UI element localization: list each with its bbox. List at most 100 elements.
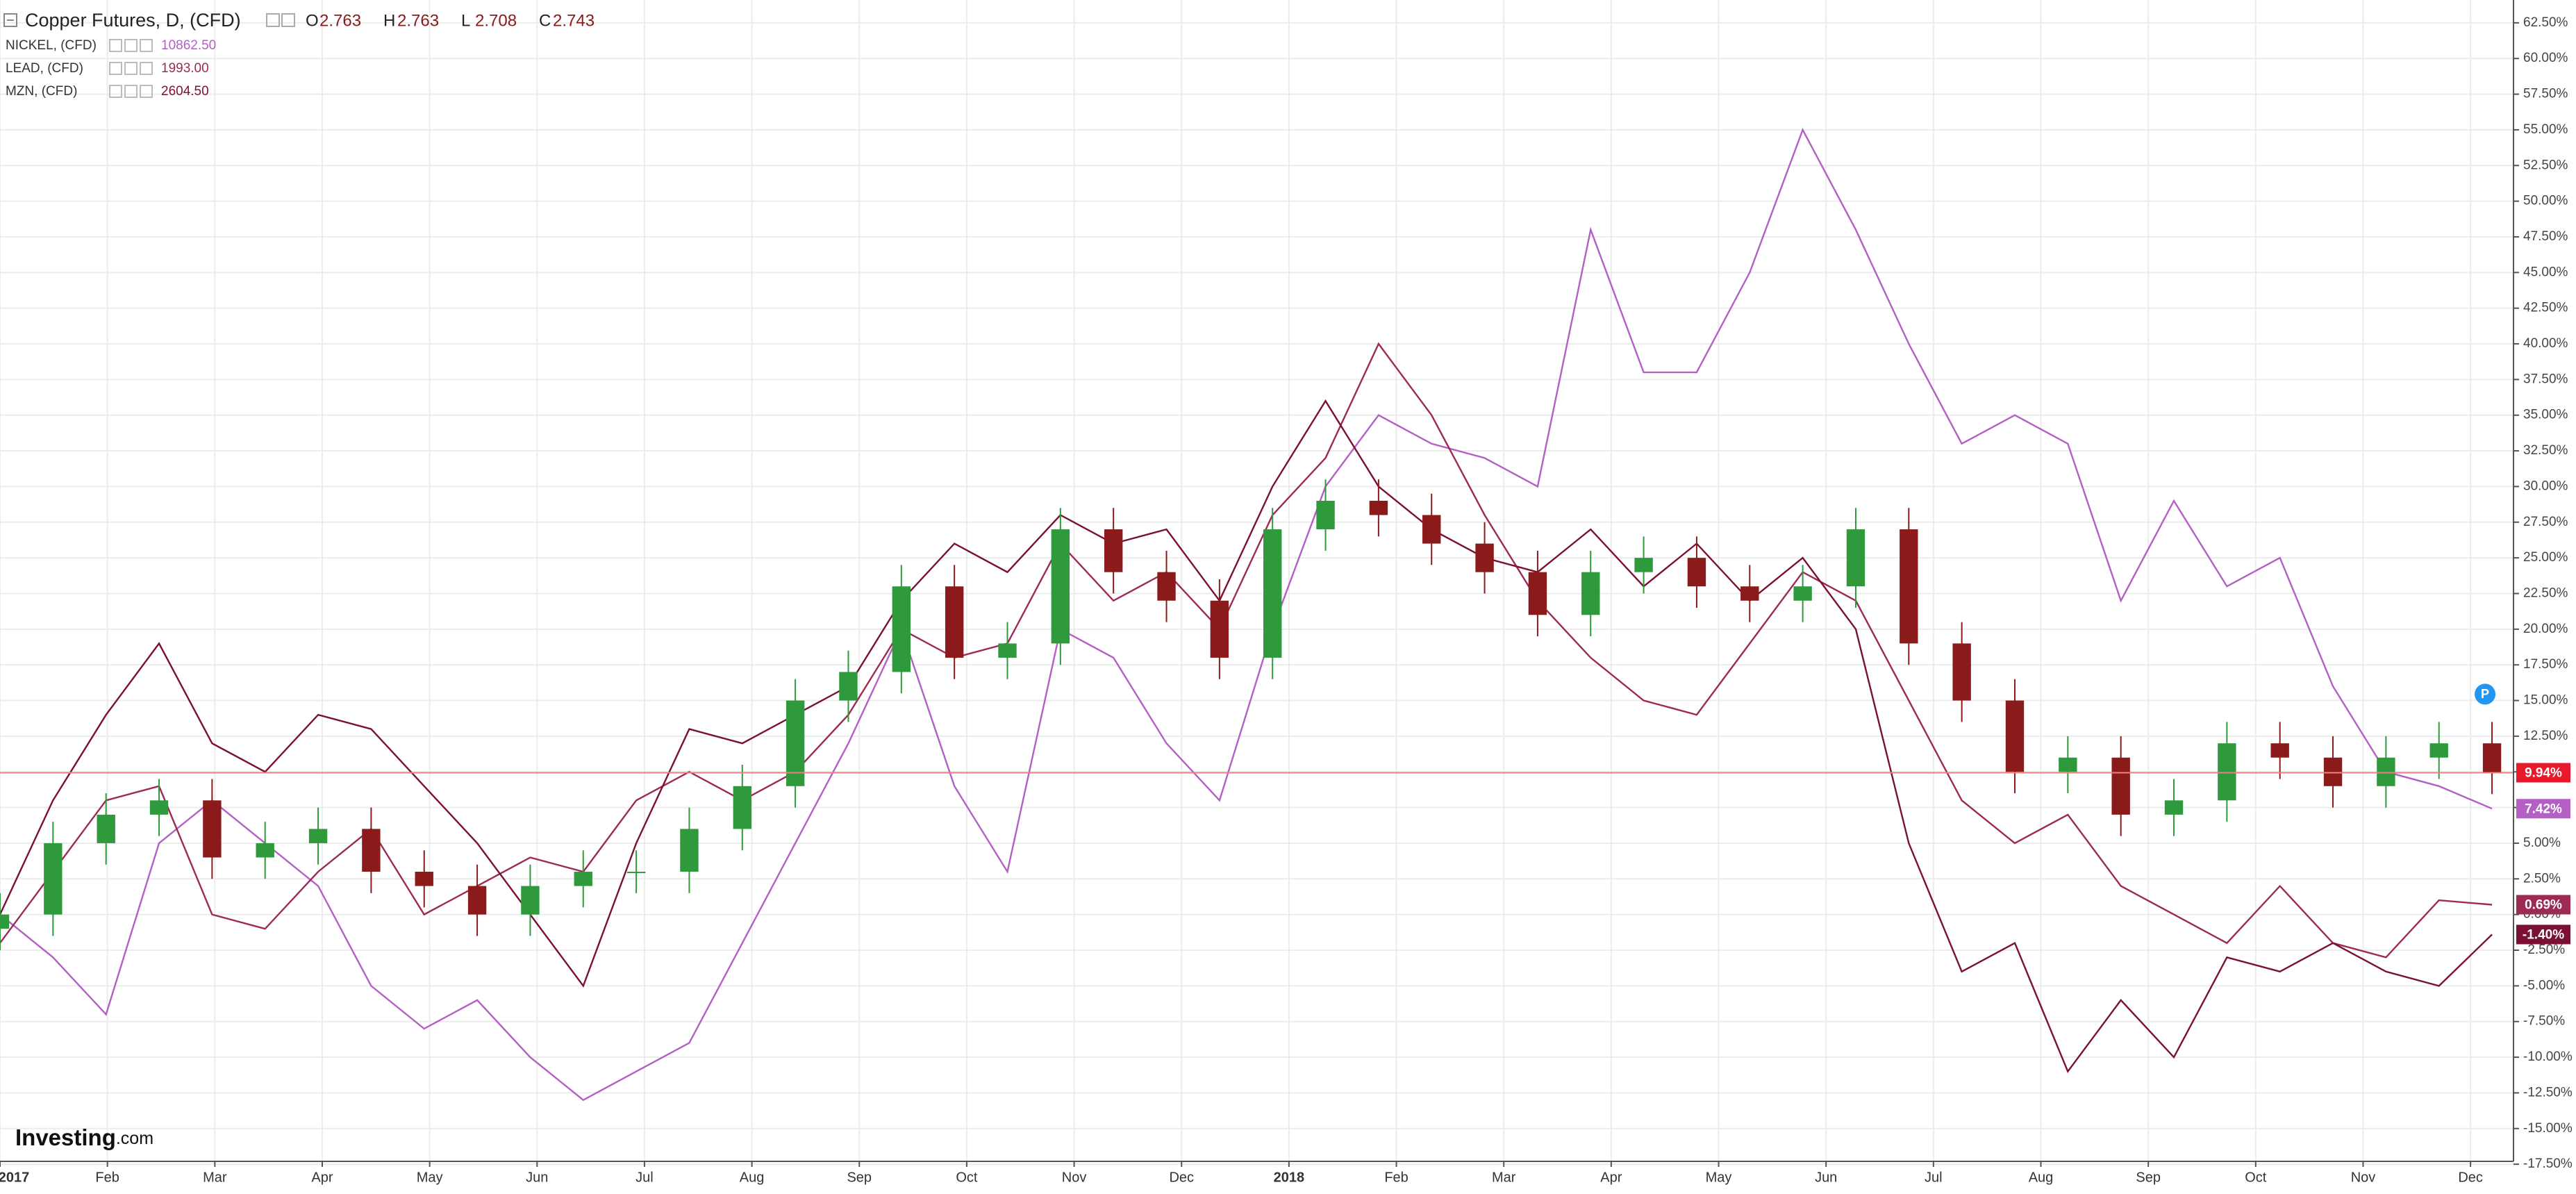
y-tick-label: -12.50%	[2523, 1085, 2573, 1100]
x-tick-label: Jun	[526, 1170, 548, 1185]
legend-icon[interactable]	[140, 85, 153, 98]
last-value-box	[2516, 895, 2570, 915]
event-marker-label: P	[2481, 687, 2489, 701]
candle-body	[97, 814, 115, 843]
ohlc-label: H	[383, 11, 395, 30]
y-tick-label: -17.50%	[2523, 1156, 2573, 1171]
candle-body	[1051, 529, 1070, 644]
last-value-box	[2516, 924, 2570, 945]
last-value-label: 7.42%	[2525, 802, 2562, 816]
legend-icon[interactable]	[124, 39, 138, 52]
x-tick-label: May	[1706, 1170, 1732, 1185]
event-marker[interactable]	[2475, 683, 2496, 705]
x-tick-label: May	[417, 1170, 443, 1185]
candle-body	[1157, 572, 1176, 601]
candle-body	[1687, 558, 1706, 587]
candle-body	[786, 700, 805, 786]
ohlc-value: 2.763	[319, 11, 361, 30]
y-tick-label: 20.00%	[2523, 622, 2568, 636]
candle-body	[1634, 558, 1653, 572]
ohlc-label: C	[539, 11, 551, 30]
legend-icon[interactable]	[124, 62, 138, 75]
x-tick-label: Feb	[95, 1170, 119, 1185]
candle-body	[1104, 529, 1123, 572]
x-tick-label: Nov	[1062, 1170, 1087, 1185]
watermark-suffix: .com	[116, 1129, 153, 1148]
legend-icon[interactable]	[124, 85, 138, 98]
last-value-label: 9.94%	[2525, 765, 2562, 780]
x-tick-label: Dec	[2458, 1170, 2483, 1185]
y-tick-label: 30.00%	[2523, 479, 2568, 493]
candle-body	[2059, 757, 2077, 772]
candle-body	[1740, 586, 1759, 601]
settings-icon[interactable]	[266, 13, 280, 27]
candle-body	[2218, 743, 2236, 801]
candle-body	[574, 872, 592, 886]
y-tick-label: 15.00%	[2523, 693, 2568, 708]
legend-icon[interactable]	[109, 85, 122, 98]
y-tick-label: 35.00%	[2523, 408, 2568, 422]
legend-icon[interactable]	[109, 62, 122, 75]
x-tick-label: Nov	[2351, 1170, 2376, 1185]
y-tick-label: 62.50%	[2523, 15, 2568, 30]
collapse-icon[interactable]	[3, 13, 17, 27]
y-tick-label: 60.00%	[2523, 51, 2568, 65]
ohlc-label: O	[306, 11, 319, 30]
watermark-main: Investing	[15, 1125, 116, 1150]
grid	[0, 0, 2513, 1166]
x-tick-label: Aug	[2029, 1170, 2054, 1185]
y-tick-label: 57.50%	[2523, 87, 2568, 101]
y-tick-label: -15.00%	[2523, 1121, 2573, 1136]
candle-body	[1210, 600, 1229, 658]
y-tick-label: 47.50%	[2523, 229, 2568, 244]
candle-body	[733, 786, 751, 829]
y-tick-label: 40.00%	[2523, 336, 2568, 351]
candle-body	[1581, 572, 1600, 615]
legend-price: 1993.00	[161, 61, 209, 76]
legend-icon[interactable]	[140, 39, 153, 52]
legend: Copper Futures, D, (CFD) O 2.763 H 2.763 L 2.…	[3, 10, 595, 99]
last-value-box	[2516, 763, 2570, 783]
candle-body	[1316, 500, 1335, 530]
axes: 62.50% 60.00% 57.50% 55.00% 52.50% 50.00% 47.5…	[0, 15, 2573, 1185]
x-tick-label: Jul	[635, 1170, 654, 1185]
candle-body	[467, 886, 487, 915]
y-tick-label: 45.00%	[2523, 265, 2568, 279]
x-tick-label: Mar	[1492, 1170, 1516, 1185]
plot: P	[0, 127, 2513, 1102]
ohlc-value: 2.708	[475, 11, 517, 30]
x-tick-label: Jul	[1925, 1170, 1943, 1185]
y-tick-label: 37.50%	[2523, 372, 2568, 386]
y-tick-label: 55.00%	[2523, 122, 2568, 137]
y-tick-label: -5.00%	[2523, 978, 2565, 993]
y-tick-label: -10.00%	[2523, 1050, 2573, 1064]
candle-body	[2482, 743, 2502, 773]
candle-body	[203, 800, 222, 858]
candle-body	[945, 586, 964, 658]
legend-icon[interactable]	[109, 39, 122, 52]
y-tick-label: -7.50%	[2523, 1014, 2565, 1029]
x-tick-label: Jun	[1815, 1170, 1837, 1185]
legend-icon[interactable]	[140, 62, 153, 75]
y-tick-label: 42.50%	[2523, 301, 2568, 315]
candle-body	[1900, 529, 1918, 644]
x-tick-label: Feb	[1384, 1170, 1408, 1185]
candle-body	[149, 800, 169, 815]
y-tick-label: -2.50%	[2523, 943, 2565, 957]
visibility-icon[interactable]	[281, 13, 295, 27]
candle-body	[362, 829, 381, 872]
candle-body	[256, 843, 274, 858]
legend-name: LEAD, (CFD)	[6, 61, 83, 76]
y-tick-label: 5.00%	[2523, 836, 2561, 850]
candle-body	[680, 829, 699, 872]
candle-body	[1475, 543, 1494, 572]
candle-body	[839, 672, 858, 701]
last-value-label: -1.40%	[2523, 927, 2564, 942]
candle-body	[1369, 500, 1388, 515]
candle-body	[2323, 757, 2343, 786]
candle-body	[998, 643, 1017, 658]
candle-body	[892, 586, 911, 672]
series-line	[0, 127, 2493, 1102]
